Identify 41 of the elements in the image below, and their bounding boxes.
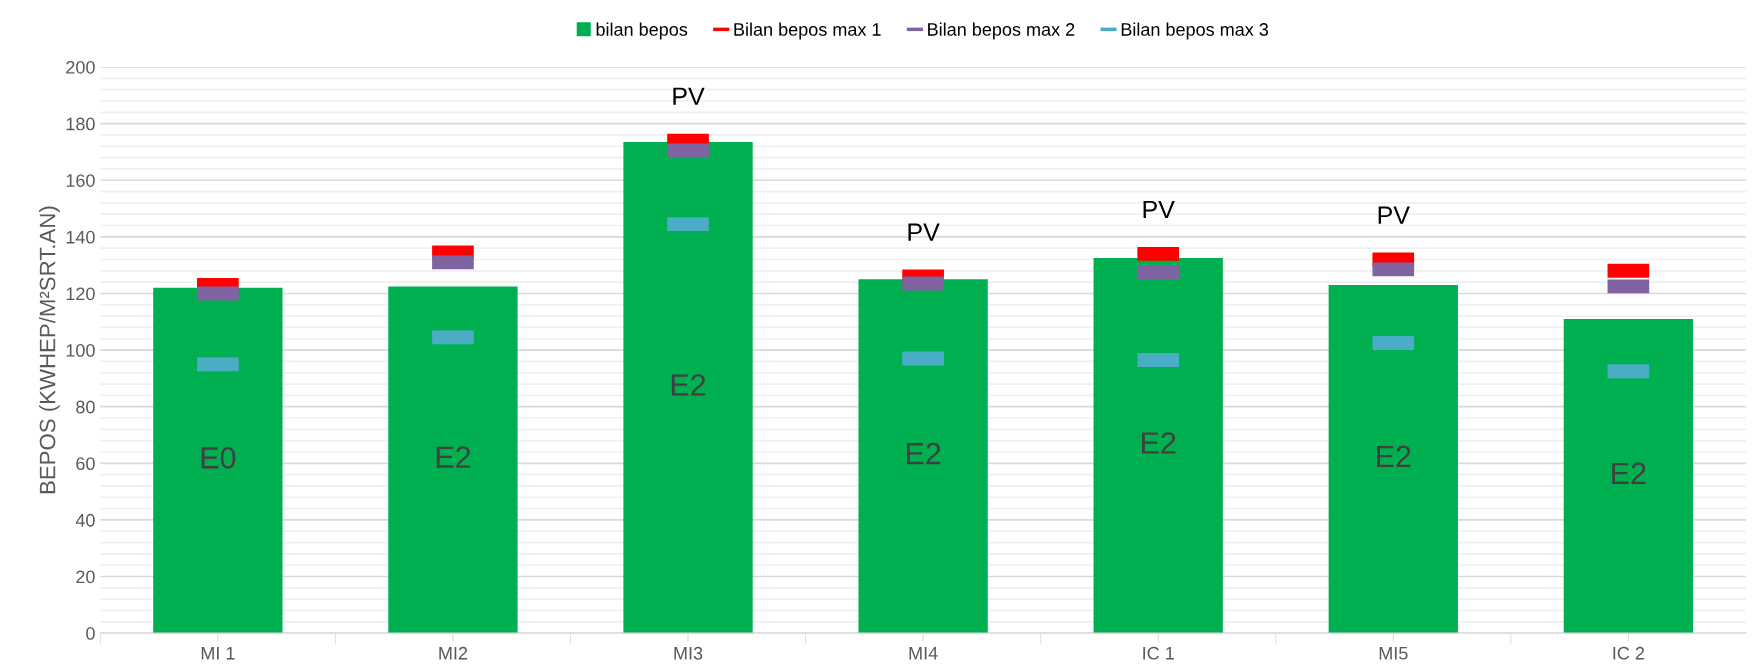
y-tick-label: 180 bbox=[66, 117, 95, 131]
y-tick-label: 160 bbox=[66, 174, 95, 187]
bar bbox=[388, 286, 518, 634]
x-tick-label: MI3 bbox=[674, 646, 703, 660]
data-label: PV bbox=[908, 223, 940, 241]
y-tick-label: 200 bbox=[66, 60, 95, 74]
y-tick-label: 100 bbox=[66, 344, 95, 357]
x-tick-label: MI5 bbox=[1379, 647, 1408, 660]
legend-label: Bilan bepos max 2 bbox=[928, 22, 1075, 40]
data-label: E2 bbox=[906, 442, 941, 465]
x-tick-label: MI 1 bbox=[201, 647, 235, 660]
data-label: PV bbox=[1378, 206, 1410, 224]
y-axis-title: BEPOS (KWHEP/M²SRT.AN) bbox=[39, 206, 60, 494]
y-tick-label: 140 bbox=[66, 230, 95, 244]
x-tick-label: IC 1 bbox=[1143, 646, 1174, 660]
data-label: E0 bbox=[201, 447, 236, 469]
data-label: E2 bbox=[1377, 445, 1411, 467]
data-label: PV bbox=[1143, 200, 1175, 219]
x-tick-label: MI2 bbox=[439, 646, 468, 660]
bar bbox=[1093, 258, 1223, 634]
bar bbox=[623, 142, 753, 634]
legend-label: bilan bepos bbox=[596, 22, 688, 40]
bar bbox=[1563, 318, 1694, 634]
y-tick-label: 120 bbox=[66, 287, 95, 301]
data-label: E2 bbox=[436, 446, 471, 468]
bar bbox=[153, 287, 283, 634]
legend-label: Bilan bepos max 3 bbox=[1121, 22, 1269, 40]
legend-label: Bilan bepos max 1 bbox=[734, 22, 881, 40]
x-tick-label: IC 2 bbox=[1613, 646, 1645, 660]
y-tick-label: 80 bbox=[76, 400, 95, 414]
y-tick-label: 20 bbox=[76, 570, 95, 584]
data-label: E2 bbox=[1142, 432, 1176, 454]
data-label: PV bbox=[673, 87, 705, 105]
data-label: E2 bbox=[671, 374, 706, 396]
y-tick-label: 60 bbox=[76, 457, 95, 471]
bar bbox=[1328, 284, 1458, 634]
data-label: E2 bbox=[1612, 462, 1646, 484]
y-tick-label: 0 bbox=[86, 627, 95, 640]
x-tick-label: MI4 bbox=[909, 647, 938, 660]
y-tick-label: 40 bbox=[75, 513, 95, 527]
bar bbox=[858, 279, 988, 634]
